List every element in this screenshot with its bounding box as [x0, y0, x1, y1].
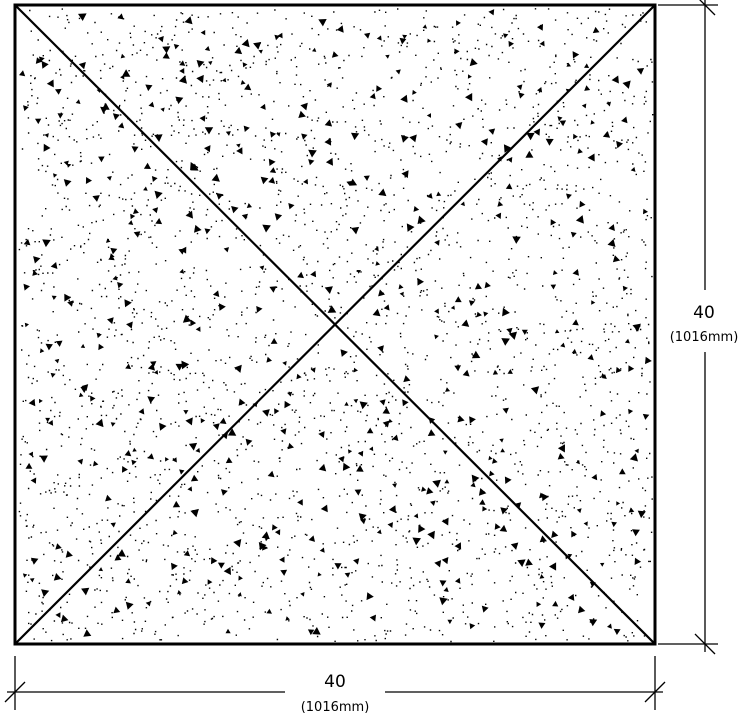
slab-outline: [13, 3, 657, 646]
width-tick-left: [4, 681, 26, 703]
width-dimension: 40 (1016mm): [4, 656, 666, 715]
width-value-label: 40: [324, 672, 346, 692]
width-tick-right: [644, 681, 666, 703]
diagonal-line-2: [14, 4, 656, 645]
height-metric-label: (1016mm): [670, 330, 739, 345]
height-dimension: 40 (1016mm): [658, 0, 739, 655]
width-metric-label: (1016mm): [301, 700, 370, 715]
height-tick-bottom: [694, 633, 716, 655]
height-value-label: 40: [693, 303, 715, 323]
height-tick-top: [699, 0, 716, 16]
